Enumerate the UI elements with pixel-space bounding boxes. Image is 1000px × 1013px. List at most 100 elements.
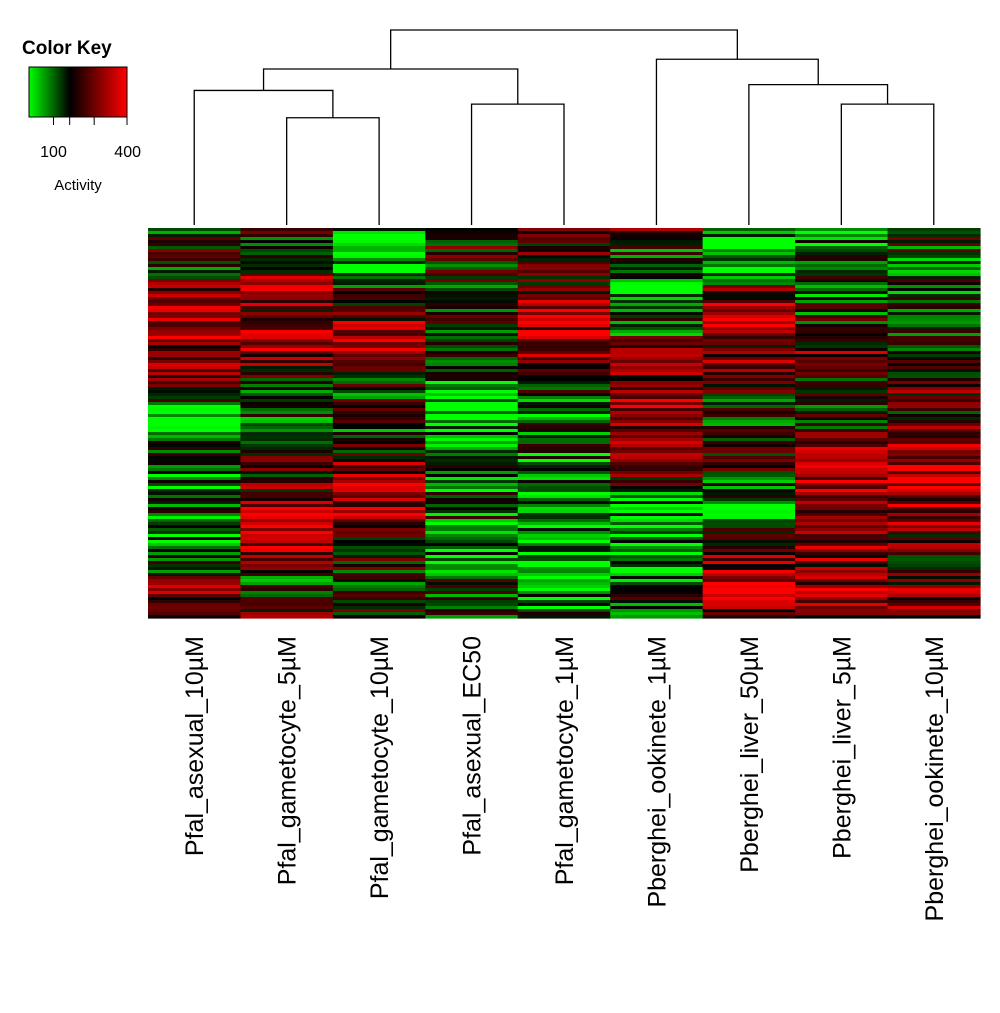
heatmap-cell: [148, 525, 242, 529]
heatmap-cell: [610, 576, 704, 580]
heatmap-cell: [887, 342, 981, 346]
column-label: Pfal_asexual_EC50: [459, 636, 487, 856]
heatmap-cell: [795, 456, 889, 460]
heatmap-cell: [702, 354, 796, 358]
heatmap-cell: [702, 228, 796, 232]
heatmap-cell: [332, 537, 426, 541]
heatmap-cell: [240, 471, 334, 475]
heatmap-cell: [425, 573, 519, 577]
heatmap-cell: [148, 570, 242, 574]
heatmap-cell: [240, 276, 334, 280]
heatmap-cell: [702, 342, 796, 346]
heatmap-cell: [148, 582, 242, 586]
heatmap-cell: [240, 432, 334, 436]
heatmap-cell: [425, 552, 519, 556]
heatmap-cell: [332, 579, 426, 583]
heatmap-cell: [332, 240, 426, 244]
heatmap-cell: [702, 324, 796, 328]
heatmap-cell: [425, 576, 519, 580]
heatmap-cell: [702, 249, 796, 253]
heatmap-cell: [610, 540, 704, 544]
heatmap-cell: [702, 363, 796, 367]
heatmap-cell: [332, 357, 426, 361]
heatmap-cell: [517, 456, 611, 460]
heatmap-cell: [425, 588, 519, 592]
heatmap-cell: [887, 273, 981, 277]
heatmap-cell: [425, 531, 519, 535]
heatmap-cell: [887, 387, 981, 391]
heatmap-cell: [148, 597, 242, 601]
heatmap-cell: [240, 501, 334, 505]
heatmap-cell: [332, 531, 426, 535]
heatmap-cell: [887, 474, 981, 478]
heatmap-cell: [610, 504, 704, 508]
heatmap-cell: [240, 315, 334, 319]
heatmap-cell: [887, 231, 981, 235]
heatmap-cell: [610, 567, 704, 571]
heatmap-cell: [702, 336, 796, 340]
heatmap-cell: [425, 492, 519, 496]
heatmap-cell: [517, 234, 611, 238]
heatmap-cell: [148, 546, 242, 550]
heatmap-cell: [148, 453, 242, 457]
heatmap-cell: [517, 330, 611, 334]
heatmap-cell: [795, 513, 889, 517]
heatmap-cell: [610, 426, 704, 430]
heatmap-cell: [517, 501, 611, 505]
heatmap-cell: [610, 372, 704, 376]
heatmap-cell: [517, 273, 611, 277]
heatmap-cell: [332, 282, 426, 286]
dendrogram-branch: [262, 68, 519, 105]
heatmap-cell: [240, 399, 334, 403]
heatmap-cell: [148, 486, 242, 490]
heatmap-cell: [887, 282, 981, 286]
heatmap-cell: [887, 546, 981, 550]
heatmap-cell: [702, 432, 796, 436]
heatmap-cell: [517, 438, 611, 442]
heatmap-cell: [517, 315, 611, 319]
heatmap-cell: [610, 513, 704, 517]
heatmap-cell: [148, 312, 242, 316]
heatmap-cell: [887, 285, 981, 289]
heatmap-cell: [148, 549, 242, 553]
heatmap-cell: [795, 378, 889, 382]
heatmap-cell: [332, 603, 426, 607]
heatmap-cell: [240, 483, 334, 487]
heatmap-cell: [887, 597, 981, 601]
heatmap-cell: [887, 438, 981, 442]
heatmap-cell: [332, 417, 426, 421]
heatmap-cell: [332, 591, 426, 595]
heatmap-cell: [148, 426, 242, 430]
heatmap-cell: [332, 345, 426, 349]
heatmap-cell: [887, 255, 981, 259]
heatmap-cell: [702, 306, 796, 310]
heatmap-cell: [240, 345, 334, 349]
heatmap-cell: [332, 228, 426, 232]
heatmap-cell: [240, 234, 334, 238]
heatmap-cell: [425, 429, 519, 433]
heatmap-cell: [240, 420, 334, 424]
heatmap-cell: [332, 381, 426, 385]
heatmap-cell: [610, 522, 704, 526]
heatmap-cell: [887, 249, 981, 253]
column-label: Pfal_gametocyte_10µM: [366, 636, 394, 899]
heatmap-cell: [148, 360, 242, 364]
heatmap-cell: [795, 429, 889, 433]
heatmap-cell: [610, 471, 704, 475]
heatmap-cell: [702, 480, 796, 484]
heatmap-cell: [610, 609, 704, 613]
heatmap-cell: [240, 567, 334, 571]
heatmap-cell: [795, 552, 889, 556]
heatmap-cell: [795, 573, 889, 577]
heatmap-cell: [610, 291, 704, 295]
heatmap-cell: [610, 492, 704, 496]
heatmap-cell: [517, 519, 611, 523]
heatmap-cell: [148, 234, 242, 238]
heatmap-cell: [517, 555, 611, 559]
heatmap-cell: [702, 270, 796, 274]
heatmap-cell: [610, 594, 704, 598]
heatmap-cell: [425, 600, 519, 604]
heatmap-cell: [887, 501, 981, 505]
heatmap-cell: [425, 348, 519, 352]
heatmap-cell: [795, 276, 889, 280]
